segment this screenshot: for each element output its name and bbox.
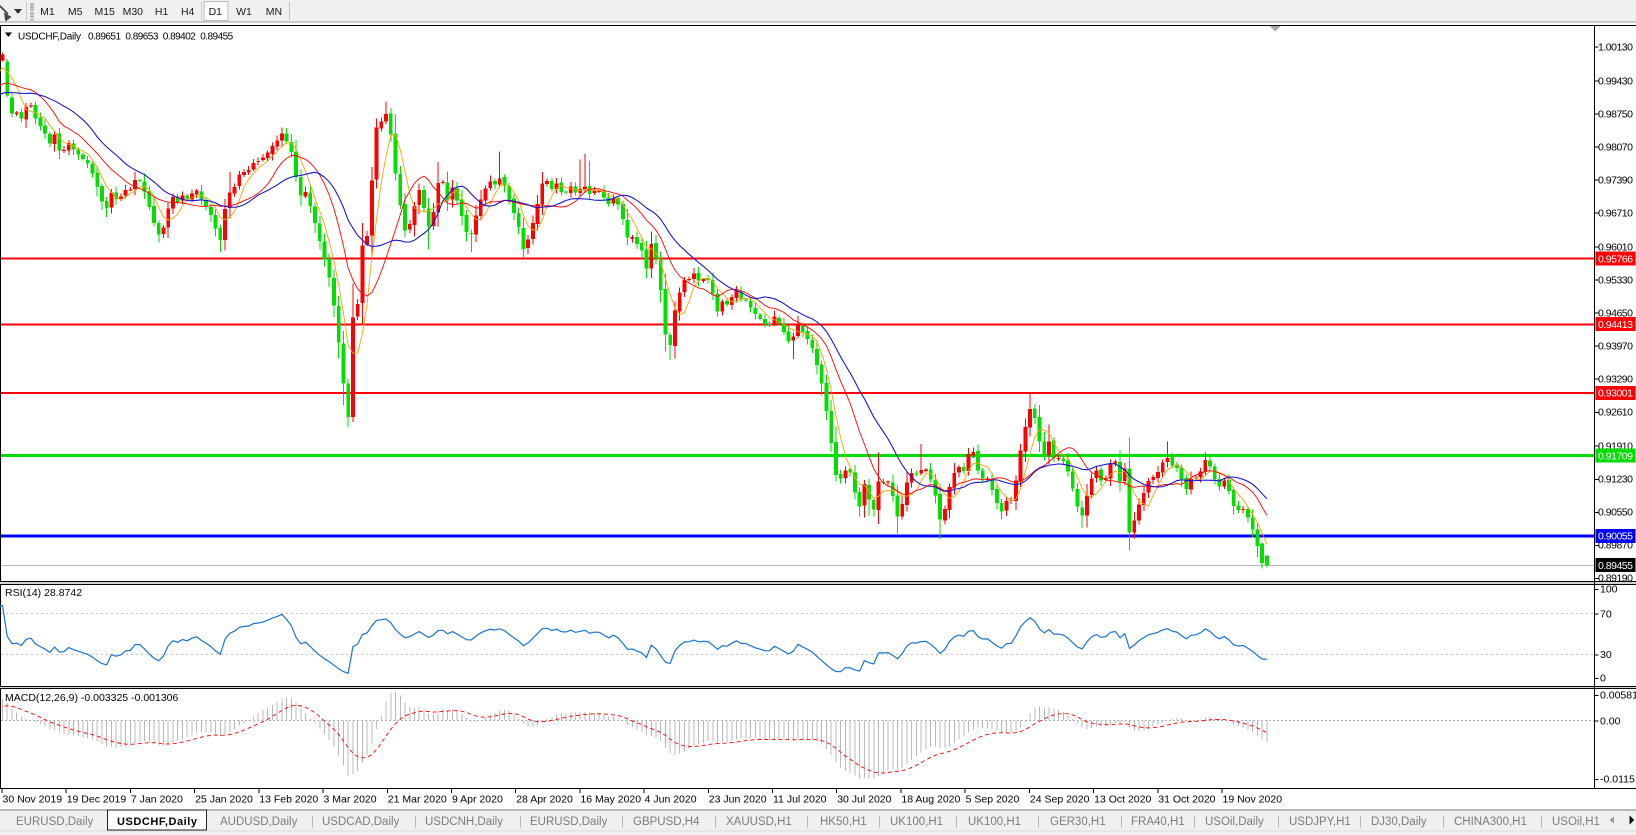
svg-text:H1: H1 bbox=[155, 6, 169, 18]
svg-text:13 Feb 2020: 13 Feb 2020 bbox=[259, 794, 318, 806]
svg-text:3 Mar 2020: 3 Mar 2020 bbox=[324, 794, 377, 806]
svg-text:|: | bbox=[1120, 816, 1123, 828]
svg-text:28 Apr 2020: 28 Apr 2020 bbox=[516, 794, 573, 806]
svg-text:USDJPY,H1: USDJPY,H1 bbox=[1289, 816, 1351, 828]
svg-text:30: 30 bbox=[1600, 649, 1612, 661]
svg-text:0.94413: 0.94413 bbox=[1598, 319, 1633, 331]
svg-text:0: 0 bbox=[1600, 673, 1606, 685]
svg-text:|: | bbox=[621, 816, 624, 828]
svg-text:|: | bbox=[519, 816, 522, 828]
svg-text:30 Jul 2020: 30 Jul 2020 bbox=[837, 794, 891, 806]
svg-text:19 Nov 2020: 19 Nov 2020 bbox=[1223, 794, 1283, 806]
svg-text:0.89402: 0.89402 bbox=[163, 32, 196, 43]
svg-text:M5: M5 bbox=[68, 6, 83, 18]
svg-text:0.89653: 0.89653 bbox=[125, 32, 158, 43]
svg-text:USOil,H1: USOil,H1 bbox=[1552, 816, 1600, 828]
svg-text:D1: D1 bbox=[209, 6, 223, 18]
svg-text:0.89651: 0.89651 bbox=[88, 32, 121, 43]
svg-text:5 Sep 2020: 5 Sep 2020 bbox=[966, 794, 1020, 806]
svg-text:18 Aug 2020: 18 Aug 2020 bbox=[901, 794, 960, 806]
svg-text:21 Mar 2020: 21 Mar 2020 bbox=[388, 794, 447, 806]
svg-text:W1: W1 bbox=[236, 6, 252, 18]
svg-text:0.91230: 0.91230 bbox=[1598, 474, 1633, 486]
svg-text:USDCHF,Daily: USDCHF,Daily bbox=[18, 32, 81, 43]
svg-text:M15: M15 bbox=[94, 6, 115, 18]
svg-text:FRA40,H1: FRA40,H1 bbox=[1131, 816, 1185, 828]
svg-text:24 Sep 2020: 24 Sep 2020 bbox=[1030, 794, 1090, 806]
svg-text:0.93970: 0.93970 bbox=[1598, 341, 1633, 353]
svg-text:EURUSD,Daily: EURUSD,Daily bbox=[530, 816, 608, 828]
svg-text:|: | bbox=[806, 816, 809, 828]
svg-text:UK100,H1: UK100,H1 bbox=[968, 816, 1021, 828]
svg-text:|: | bbox=[1193, 816, 1196, 828]
svg-text:11 Jul 2020: 11 Jul 2020 bbox=[773, 794, 827, 806]
svg-text:100: 100 bbox=[1600, 584, 1618, 596]
svg-text:0.90055: 0.90055 bbox=[1598, 531, 1633, 543]
svg-text:M1: M1 bbox=[40, 6, 55, 18]
svg-text:USDCHF,Daily: USDCHF,Daily bbox=[117, 816, 198, 828]
svg-text:M30: M30 bbox=[123, 6, 144, 18]
svg-text:0.98070: 0.98070 bbox=[1598, 141, 1633, 153]
svg-text:UK100,H1: UK100,H1 bbox=[890, 816, 943, 828]
svg-text:0.98750: 0.98750 bbox=[1598, 108, 1633, 120]
svg-text:AUDUSD,Daily: AUDUSD,Daily bbox=[220, 816, 298, 828]
svg-text:1.00130: 1.00130 bbox=[1598, 41, 1633, 53]
svg-text:0.95330: 0.95330 bbox=[1598, 275, 1633, 287]
svg-text:31 Oct 2020: 31 Oct 2020 bbox=[1158, 794, 1215, 806]
svg-text:0.96710: 0.96710 bbox=[1598, 208, 1633, 220]
svg-text:|: | bbox=[311, 816, 314, 828]
svg-text:DJ30,Daily: DJ30,Daily bbox=[1371, 816, 1427, 828]
svg-text:|: | bbox=[1442, 816, 1445, 828]
svg-text:0.00: 0.00 bbox=[1600, 716, 1621, 728]
svg-text:USOil,Daily: USOil,Daily bbox=[1205, 816, 1264, 828]
svg-text:|: | bbox=[1277, 816, 1280, 828]
svg-text:0.93001: 0.93001 bbox=[1598, 388, 1633, 400]
svg-text:|: | bbox=[1359, 816, 1362, 828]
svg-text:H4: H4 bbox=[181, 6, 195, 18]
svg-text:7 Jan 2020: 7 Jan 2020 bbox=[131, 794, 183, 806]
svg-text:19 Dec 2019: 19 Dec 2019 bbox=[67, 794, 127, 806]
svg-text:XAUUSD,H1: XAUUSD,H1 bbox=[726, 816, 792, 828]
svg-text:HK50,H1: HK50,H1 bbox=[820, 816, 867, 828]
svg-text:0.005818: 0.005818 bbox=[1600, 690, 1636, 702]
svg-text:-0.011514: -0.011514 bbox=[1600, 774, 1636, 786]
svg-text:GER30,H1: GER30,H1 bbox=[1050, 816, 1106, 828]
svg-text:RSI(14) 28.8742: RSI(14) 28.8742 bbox=[5, 587, 82, 599]
svg-text:9 Apr 2020: 9 Apr 2020 bbox=[452, 794, 503, 806]
svg-text:23 Jun 2020: 23 Jun 2020 bbox=[709, 794, 767, 806]
svg-text:13 Oct 2020: 13 Oct 2020 bbox=[1094, 794, 1151, 806]
svg-text:30 Nov 2019: 30 Nov 2019 bbox=[3, 794, 63, 806]
svg-text:0.90550: 0.90550 bbox=[1598, 507, 1633, 519]
svg-text:|: | bbox=[1037, 816, 1040, 828]
svg-text:0.96010: 0.96010 bbox=[1598, 242, 1633, 254]
svg-text:USDCAD,Daily: USDCAD,Daily bbox=[322, 816, 400, 828]
svg-text:0.91709: 0.91709 bbox=[1598, 450, 1633, 462]
svg-text:0.94650: 0.94650 bbox=[1598, 308, 1633, 320]
svg-text:|: | bbox=[1540, 816, 1543, 828]
svg-text:|: | bbox=[414, 816, 417, 828]
svg-text:0.95766: 0.95766 bbox=[1598, 253, 1633, 265]
svg-text:0.92610: 0.92610 bbox=[1598, 407, 1633, 419]
svg-text:MN: MN bbox=[266, 6, 282, 18]
svg-text:0.99430: 0.99430 bbox=[1598, 75, 1633, 87]
svg-text:|: | bbox=[955, 816, 958, 828]
svg-text:EURUSD,Daily: EURUSD,Daily bbox=[16, 816, 94, 828]
svg-text:25 Jan 2020: 25 Jan 2020 bbox=[195, 794, 253, 806]
svg-text:MACD(12,26,9) -0.003325 -0.001: MACD(12,26,9) -0.003325 -0.001306 bbox=[5, 692, 179, 704]
svg-text:16 May 2020: 16 May 2020 bbox=[580, 794, 641, 806]
svg-text:4 Jun 2020: 4 Jun 2020 bbox=[645, 794, 697, 806]
svg-text:0.89190: 0.89190 bbox=[1598, 573, 1633, 585]
svg-text:0.97390: 0.97390 bbox=[1598, 174, 1633, 186]
svg-text:0.89455: 0.89455 bbox=[200, 32, 233, 43]
svg-text:|: | bbox=[714, 816, 717, 828]
svg-text:GBPUSD,H4: GBPUSD,H4 bbox=[633, 816, 700, 828]
svg-text:0.93290: 0.93290 bbox=[1598, 374, 1633, 386]
svg-text:|: | bbox=[878, 816, 881, 828]
svg-text:CHINA300,H1: CHINA300,H1 bbox=[1454, 816, 1527, 828]
svg-text:0.89455: 0.89455 bbox=[1598, 560, 1633, 572]
svg-text:USDCNH,Daily: USDCNH,Daily bbox=[425, 816, 503, 828]
svg-text:70: 70 bbox=[1600, 609, 1612, 621]
